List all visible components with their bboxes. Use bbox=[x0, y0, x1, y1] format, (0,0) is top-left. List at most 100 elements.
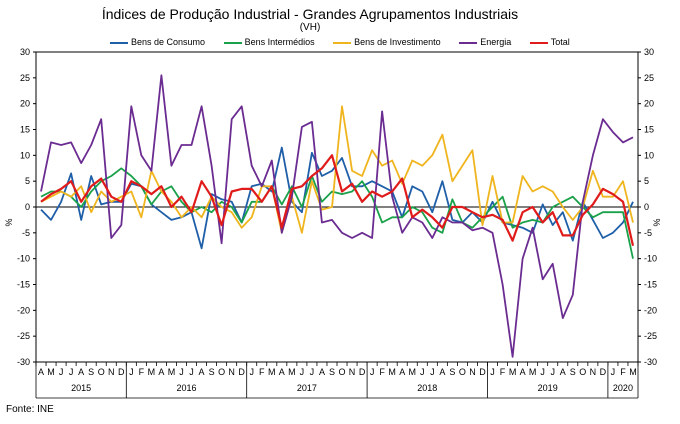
x-tick-label: A bbox=[199, 367, 205, 377]
x-tick-label: J bbox=[129, 367, 134, 377]
x-tick-label: M bbox=[629, 367, 637, 377]
legend-item-bens-de-consumo: Bens de Consumo bbox=[110, 37, 205, 47]
year-label: 2017 bbox=[297, 383, 317, 393]
x-tick-label: D bbox=[600, 367, 607, 377]
x-tick-label: M bbox=[47, 367, 55, 377]
legend-swatch bbox=[223, 41, 242, 44]
x-tick-label: J bbox=[249, 367, 254, 377]
x-tick-label: M bbox=[409, 367, 417, 377]
x-tick-label: D bbox=[238, 367, 245, 377]
chart-title: Índices de Produção Industrial - Grandes… bbox=[101, 6, 519, 22]
x-tick-label: N bbox=[590, 367, 597, 377]
y-tick-label-left: -25 bbox=[17, 331, 30, 341]
x-tick-label: J bbox=[490, 367, 495, 377]
y-tick-label-right: 20 bbox=[644, 99, 654, 109]
y-tick-label-left: 0 bbox=[25, 202, 30, 212]
x-tick-label: J bbox=[611, 367, 616, 377]
x-tick-label: M bbox=[148, 367, 156, 377]
series-line-bens-de-investimento bbox=[40, 105, 634, 234]
y-tick-label-left: 30 bbox=[20, 47, 30, 57]
y-tick-label-left: 5 bbox=[25, 176, 30, 186]
legend-label: Bens Intermédios bbox=[244, 37, 315, 47]
y-tick-label-left: 25 bbox=[20, 73, 30, 83]
legend-label: Bens de Consumo bbox=[131, 37, 206, 47]
y-tick-label-right: 30 bbox=[644, 47, 654, 57]
y-tick-label-right: 15 bbox=[644, 125, 654, 135]
x-tick-label: D bbox=[479, 367, 486, 377]
x-tick-label: M bbox=[509, 367, 517, 377]
x-tick-label: A bbox=[78, 367, 84, 377]
y-tick-label-left: -5 bbox=[22, 228, 30, 238]
x-tick-label: J bbox=[310, 367, 315, 377]
x-tick-label: S bbox=[209, 367, 215, 377]
x-tick-label: J bbox=[59, 367, 64, 377]
y-tick-label-left: -20 bbox=[17, 305, 30, 315]
x-tick-label: O bbox=[459, 367, 466, 377]
y-axis-label-left: % bbox=[4, 218, 14, 226]
x-tick-label: M bbox=[288, 367, 296, 377]
x-tick-label: J bbox=[540, 367, 545, 377]
year-label: 2020 bbox=[613, 383, 633, 393]
x-tick-label: A bbox=[279, 367, 285, 377]
y-tick-label-left: 10 bbox=[20, 150, 30, 160]
legend-swatch bbox=[333, 41, 352, 44]
x-tick-label: O bbox=[579, 367, 586, 377]
x-tick-label: F bbox=[620, 367, 626, 377]
x-tick-label: A bbox=[38, 367, 44, 377]
year-label: 2015 bbox=[71, 383, 91, 393]
x-tick-label: J bbox=[420, 367, 425, 377]
chart-subtitle: (VH) bbox=[299, 22, 321, 33]
legend-swatch bbox=[529, 41, 548, 44]
y-tick-label-right: -15 bbox=[644, 280, 657, 290]
y-tick-label-right: 5 bbox=[644, 176, 649, 186]
y-tick-label-right: -10 bbox=[644, 254, 657, 264]
y-tick-label-right: -25 bbox=[644, 331, 657, 341]
x-tick-label: A bbox=[399, 367, 405, 377]
x-tick-label: M bbox=[168, 367, 176, 377]
legend-swatch bbox=[110, 41, 128, 44]
y-tick-label-left: 20 bbox=[20, 99, 30, 109]
y-axis-label-right: % bbox=[652, 218, 662, 226]
y-tick-label-right: 10 bbox=[644, 150, 654, 160]
x-tick-label: A bbox=[158, 367, 164, 377]
x-tick-label: S bbox=[570, 367, 576, 377]
year-label: 2016 bbox=[176, 383, 196, 393]
x-tick-label: J bbox=[370, 367, 375, 377]
y-tick-label-right: -30 bbox=[644, 357, 657, 367]
x-tick-label: M bbox=[388, 367, 396, 377]
x-tick-label: F bbox=[259, 367, 265, 377]
x-tick-label: S bbox=[329, 367, 335, 377]
x-tick-label: O bbox=[339, 367, 346, 377]
x-tick-label: F bbox=[379, 367, 385, 377]
series-line-energia bbox=[40, 74, 634, 358]
x-tick-label: M bbox=[529, 367, 537, 377]
legend-swatch bbox=[459, 41, 478, 44]
y-tick-label-left: -15 bbox=[17, 280, 30, 290]
series-line-total bbox=[40, 154, 635, 247]
legend-label: Total bbox=[550, 37, 570, 47]
x-tick-label: F bbox=[500, 367, 506, 377]
x-tick-label: A bbox=[439, 367, 445, 377]
x-tick-label: N bbox=[228, 367, 235, 377]
x-tick-label: F bbox=[139, 367, 145, 377]
y-tick-label-left: -10 bbox=[17, 254, 30, 264]
source-note: Fonte: INE bbox=[6, 404, 54, 415]
x-tick-label: N bbox=[108, 367, 115, 377]
x-tick-label: D bbox=[359, 367, 366, 377]
x-tick-label: S bbox=[449, 367, 455, 377]
legend: Bens de Consumo Bens Intermédios Bens de… bbox=[110, 37, 586, 47]
legend-label: Bens de Investimento bbox=[354, 37, 441, 47]
year-label: 2018 bbox=[417, 383, 437, 393]
y-tick-label-right: -20 bbox=[644, 305, 657, 315]
x-tick-label: A bbox=[520, 367, 526, 377]
legend-item-total: Total bbox=[529, 37, 570, 47]
x-tick-label: A bbox=[560, 367, 566, 377]
x-tick-label: J bbox=[179, 367, 184, 377]
x-tick-label: J bbox=[430, 367, 435, 377]
x-tick-label: O bbox=[98, 367, 105, 377]
legend-item-energia: Energia bbox=[459, 37, 511, 47]
y-tick-label-right: 25 bbox=[644, 73, 654, 83]
x-tick-label: S bbox=[88, 367, 94, 377]
legend-item-bens-intermedios: Bens Intermédios bbox=[223, 37, 315, 47]
